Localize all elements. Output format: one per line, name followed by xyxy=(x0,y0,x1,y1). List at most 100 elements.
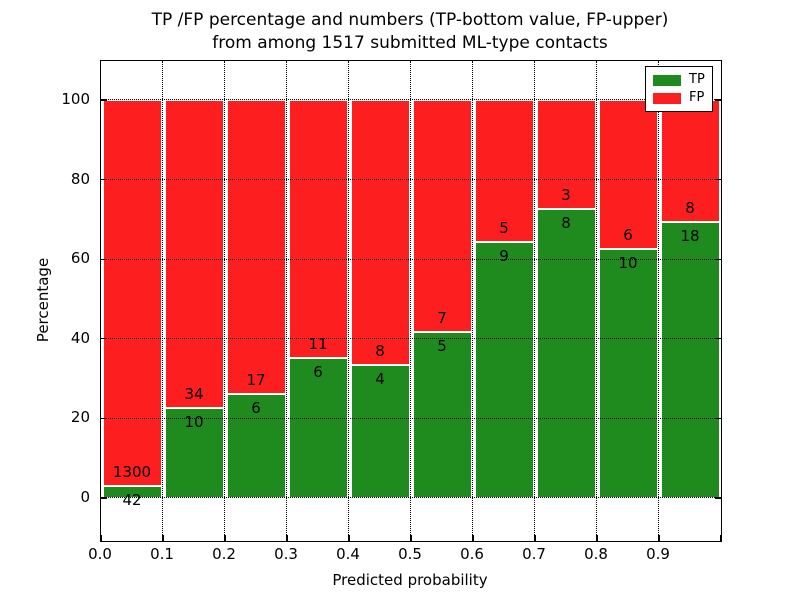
fp-count-label: 8 xyxy=(375,342,385,361)
legend-row: FP xyxy=(653,89,706,107)
y-tick-mark xyxy=(715,338,721,340)
bar-tp-segment xyxy=(350,365,410,498)
bar-tp-segment xyxy=(598,249,658,498)
legend-label-tp: TP xyxy=(689,72,705,87)
x-tick-mark xyxy=(720,535,722,541)
x-tick-mark xyxy=(100,535,102,541)
legend-label-fp: FP xyxy=(689,90,705,105)
horizontal-gridline xyxy=(101,258,721,260)
y-tick-label: 60 xyxy=(70,249,90,268)
fp-count-label: 17 xyxy=(246,371,266,390)
x-tick-label: 0.9 xyxy=(646,545,670,563)
bar-fp-segment xyxy=(660,100,720,223)
bar-tp-segment xyxy=(660,222,720,498)
y-tick-mark xyxy=(715,178,721,181)
y-tick-mark xyxy=(101,417,107,420)
y-tick-label: 0 xyxy=(80,488,90,506)
fp-count-label: 1300 xyxy=(112,462,152,481)
bar-tp-segment xyxy=(226,394,286,498)
bar-fp-segment xyxy=(288,100,348,358)
legend-row: TP xyxy=(653,71,706,89)
chart-title: TP /FP percentage and numbers (TP-bottom… xyxy=(152,9,669,55)
x-tick-mark xyxy=(410,535,412,541)
y-tick-label: 20 xyxy=(70,408,90,427)
y-tick-mark xyxy=(101,497,107,499)
horizontal-gridline xyxy=(101,417,721,419)
bar-fp-segment xyxy=(412,100,472,333)
horizontal-gridline xyxy=(101,99,721,101)
legend: TP FP xyxy=(645,66,713,112)
tp-count-label: 18 xyxy=(680,227,700,246)
tp-count-label: 6 xyxy=(251,399,261,418)
y-tick-mark xyxy=(715,497,721,499)
vertical-gridline xyxy=(534,61,536,541)
x-tick-mark xyxy=(286,535,288,541)
tp-count-label: 6 xyxy=(313,362,323,381)
bar-fp-segment xyxy=(536,100,596,209)
legend-swatch-fp xyxy=(653,92,681,104)
x-tick-label: 0.2 xyxy=(212,545,236,563)
bar-fp-segment xyxy=(226,100,286,395)
vertical-gridline xyxy=(472,61,474,541)
x-tick-mark xyxy=(162,535,164,541)
fp-count-label: 8 xyxy=(685,199,695,218)
bar-fp-segment xyxy=(598,100,658,250)
bar-tp-segment xyxy=(164,407,224,498)
tp-count-label: 9 xyxy=(499,247,509,266)
x-tick-label: 0.0 xyxy=(88,545,112,563)
x-axis-label: Predicted probability xyxy=(332,571,488,589)
y-tick-mark xyxy=(715,258,721,260)
fp-count-label: 34 xyxy=(184,384,204,403)
vertical-gridline xyxy=(658,61,660,541)
y-tick-label: 80 xyxy=(70,169,90,188)
horizontal-gridline xyxy=(101,338,721,340)
bar-tp-segment xyxy=(412,332,472,498)
vertical-gridline xyxy=(162,61,164,541)
legend-swatch-tp xyxy=(653,74,681,86)
y-tick-mark xyxy=(101,178,107,181)
vertical-gridline xyxy=(286,61,288,541)
y-tick-mark xyxy=(101,338,107,340)
x-tick-label: 0.8 xyxy=(584,545,608,563)
x-tick-label: 0.4 xyxy=(336,545,360,563)
vertical-gridline xyxy=(410,61,412,541)
x-tick-mark xyxy=(658,535,660,541)
x-tick-label: 0.5 xyxy=(398,545,422,563)
bar-tp-segment xyxy=(536,208,596,498)
x-tick-label: 0.6 xyxy=(460,545,484,563)
x-tick-mark xyxy=(596,535,598,541)
bar-fp-segment xyxy=(350,100,410,366)
horizontal-gridline xyxy=(101,497,721,499)
chart-title-line2: from among 1517 submitted ML-type contac… xyxy=(212,33,608,53)
x-tick-mark xyxy=(224,535,226,541)
tp-count-label: 5 xyxy=(437,337,447,356)
bar-fp-segment xyxy=(102,100,162,486)
tp-count-label: 10 xyxy=(184,412,204,431)
fp-count-label: 11 xyxy=(308,334,328,353)
fp-count-label: 6 xyxy=(623,226,633,245)
x-tick-mark xyxy=(348,535,350,541)
vertical-gridline xyxy=(596,61,598,541)
y-tick-mark xyxy=(715,417,721,420)
chart-title-line1: TP /FP percentage and numbers (TP-bottom… xyxy=(151,10,669,30)
tp-count-label: 4 xyxy=(375,370,385,389)
fp-count-label: 5 xyxy=(499,219,509,238)
vertical-gridline xyxy=(348,61,350,541)
tp-count-label: 42 xyxy=(122,490,142,509)
horizontal-gridline xyxy=(101,178,721,180)
y-tick-mark xyxy=(101,258,107,260)
x-tick-label: 0.7 xyxy=(522,545,546,563)
x-tick-label: 0.3 xyxy=(274,545,298,563)
tp-count-label: 10 xyxy=(618,254,638,273)
y-tick-mark xyxy=(101,99,107,101)
plot-area: 1300 42 34 10 17 6 11 6 8 4 7 5 5 9 3 8 6 10 8 18 xyxy=(100,60,722,542)
bar-fp-segment xyxy=(474,100,534,243)
bar-tp-segment xyxy=(288,357,348,498)
x-tick-mark xyxy=(534,535,536,541)
tp-count-label: 8 xyxy=(561,213,571,232)
bar-tp-segment xyxy=(474,242,534,498)
fp-count-label: 3 xyxy=(561,185,571,204)
vertical-gridline xyxy=(224,61,226,541)
x-tick-mark xyxy=(472,535,474,541)
